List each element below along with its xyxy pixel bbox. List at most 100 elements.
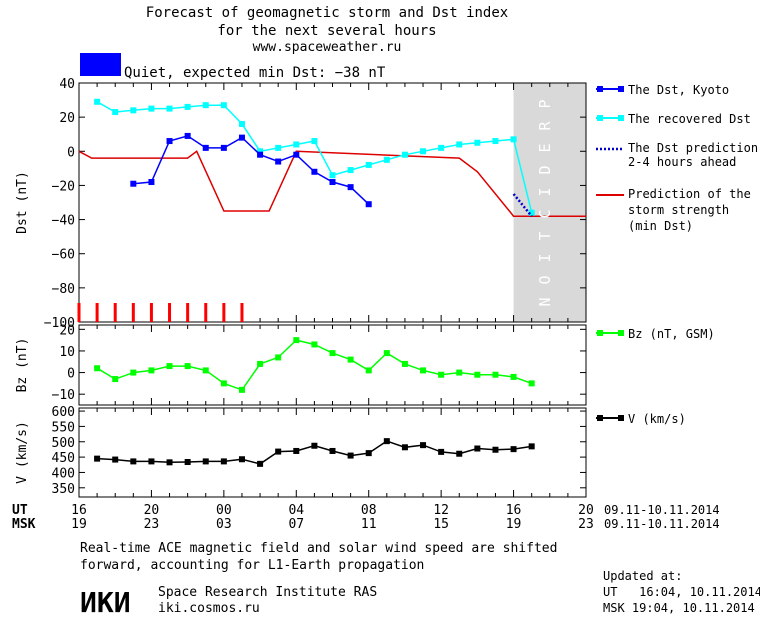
solar-wind-speed-point (166, 459, 173, 466)
legend-strength-label-1: Prediction of the (628, 187, 751, 201)
bz-point (456, 369, 463, 376)
bz-ytick-label: 20 (59, 323, 75, 338)
institute-url: iki.cosmos.ru (158, 601, 260, 616)
v-ytick-label: 400 (52, 466, 75, 481)
prediction-letter: O (536, 275, 554, 284)
prediction-letter: C (536, 209, 554, 218)
solar-wind-speed-point (474, 445, 481, 452)
legend-strength-label-2: storm strength (628, 203, 729, 217)
prediction-letter: T (536, 231, 554, 240)
solar-wind-speed-point (528, 443, 535, 450)
msk-tick-label: 19 (506, 517, 522, 532)
dst-prediction-line (512, 193, 533, 217)
ut-tick-label: 00 (216, 503, 232, 518)
dst-ytick-label: 20 (59, 111, 75, 126)
bz-point (311, 341, 318, 348)
recovered-dst-point (311, 138, 318, 145)
quiet-marker-bar (222, 303, 226, 322)
prediction-letter: I (536, 187, 554, 196)
recovered-dst-point (383, 156, 390, 163)
recovered-dst-point (130, 107, 137, 114)
recovered-dst-point (238, 120, 245, 127)
bz-point (94, 365, 101, 372)
legend-dst-kyoto-marker-2 (618, 86, 624, 92)
legend-bz-marker (597, 330, 603, 336)
legend-recovered-marker-2 (618, 115, 624, 121)
dst-kyoto-line (133, 135, 370, 205)
ut-tick-label: 16 (71, 503, 87, 518)
legend-recovered-marker (597, 115, 603, 121)
prediction-letter: P (536, 99, 554, 108)
bz-point (528, 380, 535, 387)
storm-strength-line (78, 150, 586, 217)
bz-point (202, 367, 209, 374)
solar-wind-speed-point (257, 460, 264, 467)
dst-ytick-label: −100 (44, 316, 75, 331)
bz-ytick-label: −10 (52, 388, 75, 403)
quiet-marker-bar (240, 303, 244, 322)
solar-wind-speed-point (112, 456, 119, 463)
bz-point (238, 386, 245, 393)
dst-kyoto-point (329, 179, 336, 186)
v-ylabel: V (km/s) (15, 421, 30, 484)
quiet-marker-bar (113, 303, 117, 322)
solar-wind-speed-point (238, 456, 245, 463)
bz-point (166, 363, 173, 370)
legend-dst-kyoto-label: The Dst, Kyoto (628, 83, 729, 97)
legend-recovered-label: The recovered Dst (628, 112, 751, 126)
dst-kyoto-point (166, 138, 173, 145)
bz-point (492, 371, 499, 378)
recovered-dst-point (202, 102, 209, 109)
prediction-zone (513, 83, 586, 322)
site-url: www.spaceweather.ru (253, 40, 402, 55)
solar-wind-speed-point (148, 458, 155, 465)
dst-kyoto-point (220, 144, 227, 151)
legend-prediction-label-2: 2-4 hours ahead (628, 155, 736, 169)
bz-point (347, 356, 354, 363)
solar-wind-speed-point (130, 458, 137, 465)
solar-wind-speed-point (202, 458, 209, 465)
bz-panel-frame (78, 324, 587, 406)
solar-wind-speed-point (329, 447, 336, 454)
msk-date-range: 09.11-10.11.2014 (604, 517, 720, 531)
msk-tick-label: 23 (578, 517, 594, 532)
solar-wind-speed-point (401, 444, 408, 451)
ut-tick-label: 08 (361, 503, 377, 518)
quiet-marker-bar (95, 303, 99, 322)
bz-point (383, 350, 390, 357)
ut-tick-label: 04 (288, 503, 304, 518)
quiet-marker-bar (77, 303, 81, 322)
dst-ytick-label: −60 (52, 248, 75, 263)
chart-title-line1: Forecast of geomagnetic storm and Dst in… (146, 5, 508, 21)
dst-ytick-label: −40 (52, 214, 75, 229)
recovered-dst-point (94, 98, 101, 105)
bz-point (474, 371, 481, 378)
legend-v-marker (597, 415, 603, 421)
solar-wind-speed-point (347, 452, 354, 459)
bz-point (275, 354, 282, 361)
msk-axis-label: MSK (12, 517, 36, 532)
recovered-dst-point (438, 144, 445, 151)
recovered-dst-point (420, 148, 427, 155)
institute-name: Space Research Institute RAS (158, 585, 377, 600)
recovered-dst-point (510, 136, 517, 143)
bz-point (365, 367, 372, 374)
solar-wind-speed-point (220, 458, 227, 465)
bz-ylabel: Bz (nT) (15, 338, 30, 393)
quiet-marker-bar (131, 303, 135, 322)
solar-wind-speed-point (293, 447, 300, 454)
recovered-dst-point (220, 102, 227, 109)
recovered-dst-point (492, 138, 499, 145)
dst-kyoto-point (293, 151, 300, 158)
prediction-letter: R (536, 121, 554, 131)
recovered-dst-point (275, 144, 282, 151)
legend-dst-kyoto-marker (597, 86, 603, 92)
msk-tick-label: 23 (144, 517, 160, 532)
ut-tick-label: 20 (144, 503, 160, 518)
bz-point (420, 367, 427, 374)
ut-tick-label: 16 (506, 503, 522, 518)
recovered-dst-point (528, 209, 535, 216)
updated-msk: MSK 19:04, 10.11.2014 (603, 601, 755, 615)
ut-tick-label: 20 (578, 503, 594, 518)
